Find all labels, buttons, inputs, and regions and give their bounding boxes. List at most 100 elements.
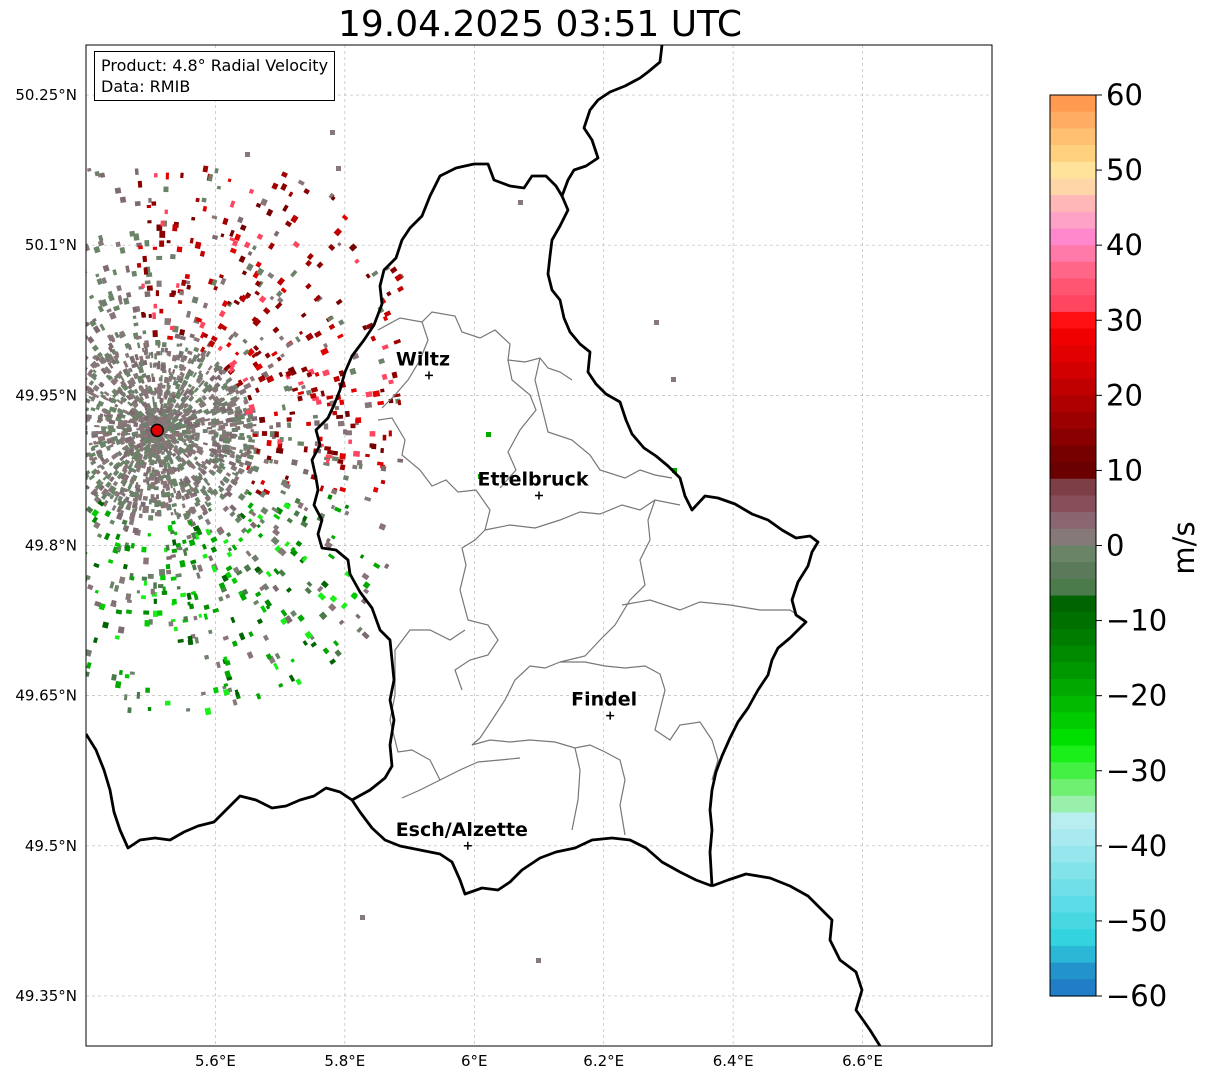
colorbar-swatch bbox=[1050, 445, 1096, 463]
colorbar-tick-label: 0 bbox=[1106, 529, 1124, 563]
colorbar-tick-label: 30 bbox=[1106, 303, 1143, 337]
lat-tick-label: 49.95°N bbox=[15, 386, 77, 404]
data-source-label: Data: RMIB bbox=[101, 77, 191, 96]
colorbar-swatch bbox=[1050, 278, 1096, 296]
colorbar: 60 50 40 30 20 10 0 −10 −20 −30 −40 −50 −60 m/s bbox=[1049, 78, 1201, 1013]
colorbar-swatch bbox=[1050, 195, 1096, 213]
colorbar-swatch bbox=[1050, 562, 1096, 580]
colorbar-swatch bbox=[1050, 729, 1096, 747]
colorbar-swatch bbox=[1050, 779, 1096, 797]
colorbar-swatch bbox=[1050, 812, 1096, 830]
city-markers: Wiltz Ettelbruck Findel Esch/Alzette bbox=[396, 348, 637, 850]
lon-tick-label: 5.8°E bbox=[324, 1052, 365, 1070]
colorbar-swatch bbox=[1050, 712, 1096, 730]
lon-tick-label: 5.6°E bbox=[195, 1052, 236, 1070]
city-label: Ettelbruck bbox=[478, 468, 589, 490]
map-title: 19.04.2025 03:51 UTC bbox=[337, 4, 743, 45]
colorbar-swatch bbox=[1050, 578, 1096, 597]
colorbar-swatch bbox=[1050, 829, 1096, 847]
colorbar-swatch bbox=[1050, 111, 1096, 129]
colorbar-swatch bbox=[1050, 128, 1096, 146]
city-marker bbox=[424, 371, 433, 380]
colorbar-tick-label: 40 bbox=[1106, 228, 1143, 262]
lat-tick-label: 49.65°N bbox=[15, 687, 77, 705]
colorbar-swatch bbox=[1050, 345, 1096, 363]
colorbar-swatch bbox=[1050, 595, 1096, 613]
colorbar-swatch bbox=[1050, 695, 1096, 713]
colorbar-swatch bbox=[1050, 962, 1096, 980]
city-marker bbox=[606, 711, 615, 720]
colorbar-swatch bbox=[1050, 678, 1096, 697]
colorbar-swatch bbox=[1050, 295, 1096, 313]
colorbar-swatch bbox=[1050, 428, 1096, 446]
colorbar-swatch bbox=[1050, 945, 1096, 964]
city-0: Wiltz bbox=[396, 348, 450, 380]
lat-tick-label: 49.5°N bbox=[25, 837, 77, 855]
city-label: Findel bbox=[571, 689, 637, 711]
product-label: Product: 4.8° Radial Velocity bbox=[101, 56, 329, 75]
colorbar-tick-label: 60 bbox=[1106, 78, 1143, 112]
country-borders bbox=[86, 45, 882, 1046]
city-3: Esch/Alzette bbox=[396, 819, 528, 850]
colorbar-swatch bbox=[1050, 662, 1096, 680]
colorbar-tick-label: 10 bbox=[1106, 453, 1143, 487]
city-marker bbox=[463, 841, 472, 850]
colorbar-swatch bbox=[1050, 929, 1096, 947]
colorbar-tick-label: 50 bbox=[1106, 153, 1143, 187]
colorbar-tick-label: −30 bbox=[1106, 754, 1167, 788]
colorbar-swatch bbox=[1050, 545, 1096, 563]
colorbar-tick-label: −50 bbox=[1106, 904, 1167, 938]
city-1: Ettelbruck bbox=[478, 468, 589, 500]
colorbar-swatch bbox=[1050, 378, 1096, 396]
canton-borders bbox=[377, 311, 806, 836]
city-label: Esch/Alzette bbox=[396, 819, 528, 841]
colorbar-swatch bbox=[1050, 795, 1096, 814]
colorbar-swatch bbox=[1050, 912, 1096, 930]
city-2: Findel bbox=[571, 689, 637, 720]
colorbar-swatch bbox=[1050, 462, 1096, 480]
colorbar-swatch bbox=[1050, 495, 1096, 513]
lon-tick-label: 6.2°E bbox=[583, 1052, 624, 1070]
colorbar-tick-label: 20 bbox=[1106, 378, 1143, 412]
colorbar-swatch bbox=[1050, 979, 1096, 997]
colorbar-tick-label: −20 bbox=[1106, 679, 1167, 713]
colorbar-swatch bbox=[1050, 95, 1096, 113]
colorbar-swatch bbox=[1050, 879, 1096, 897]
city-label: Wiltz bbox=[396, 348, 450, 370]
colorbar-swatch bbox=[1050, 895, 1096, 914]
lat-tick-label: 50.25°N bbox=[15, 86, 77, 104]
colorbar-swatch bbox=[1050, 512, 1096, 530]
colorbar-swatch bbox=[1050, 328, 1096, 346]
colorbar-swatch bbox=[1050, 361, 1096, 380]
city-marker bbox=[535, 491, 543, 500]
colorbar-swatch bbox=[1050, 645, 1096, 663]
colorbar-swatch bbox=[1050, 261, 1096, 280]
colorbar-swatch bbox=[1050, 745, 1096, 764]
colorbar-swatch bbox=[1050, 412, 1096, 430]
colorbar-swatch bbox=[1050, 311, 1096, 330]
colorbar-swatch bbox=[1050, 145, 1096, 163]
colorbar-swatch bbox=[1050, 245, 1096, 263]
colorbar-swatch bbox=[1050, 628, 1096, 647]
colorbar-tick-label: −10 bbox=[1106, 604, 1167, 638]
colorbar-swatch bbox=[1050, 178, 1096, 196]
colorbar-swatch bbox=[1050, 612, 1096, 630]
lon-tick-label: 6.4°E bbox=[713, 1052, 754, 1070]
colorbar-swatch bbox=[1050, 845, 1096, 864]
lon-tick-label: 6.6°E bbox=[842, 1052, 883, 1070]
lon-tick-label: 6°E bbox=[461, 1052, 488, 1070]
colorbar-swatch bbox=[1050, 528, 1096, 547]
colorbar-tick-label: −40 bbox=[1106, 829, 1167, 863]
lat-tick-label: 49.35°N bbox=[15, 987, 77, 1005]
colorbar-unit-label: m/s bbox=[1167, 521, 1201, 574]
plot-frame bbox=[85, 44, 993, 1047]
lat-tick-label: 49.8°N bbox=[25, 537, 77, 555]
radar-site-marker bbox=[150, 423, 164, 438]
colorbar-swatch bbox=[1050, 228, 1096, 246]
info-box: Product: 4.8° Radial Velocity Data: RMIB bbox=[94, 51, 336, 101]
colorbar-swatch bbox=[1050, 211, 1096, 230]
colorbar-tick-label: −60 bbox=[1106, 979, 1167, 1013]
colorbar-swatch bbox=[1050, 862, 1096, 880]
colorbar-swatch bbox=[1050, 762, 1096, 780]
